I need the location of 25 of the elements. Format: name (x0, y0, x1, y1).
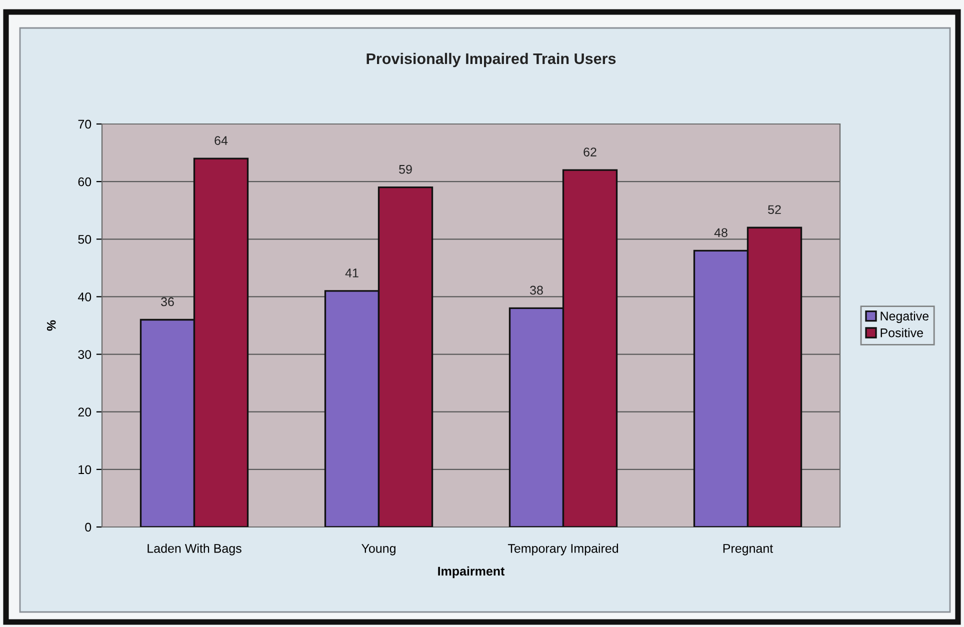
x-tick-label: Temporary Impaired (508, 544, 618, 556)
data-label: 38 (530, 286, 543, 295)
data-label: 62 (584, 148, 596, 156)
data-label: 36 (161, 297, 174, 306)
x-tick-label: Laden With Bags (148, 544, 242, 556)
x-tick-label: Young (362, 544, 396, 556)
y-tick-label: 60 (78, 177, 92, 186)
y-tick-label: 0 (85, 522, 92, 532)
y-tick-label: 20 (78, 408, 92, 417)
legend-label: Negative (880, 311, 929, 323)
y-axis-title: % (46, 320, 56, 331)
y-tick-label: 70 (78, 120, 92, 129)
chart-title: Provisionally Impaired Train Users (366, 52, 616, 68)
data-label: 64 (214, 136, 228, 145)
x-axis-title: Impairment (438, 566, 505, 578)
legend-label: Positive (880, 328, 923, 338)
data-label: 59 (399, 164, 412, 174)
y-tick-label: 30 (78, 350, 92, 359)
data-label: 48 (714, 228, 728, 238)
data-label: 41 (345, 268, 358, 278)
data-label: 52 (768, 205, 781, 214)
x-tick-label: Pregnant (723, 544, 774, 556)
y-tick-label: 50 (78, 234, 92, 244)
y-tick-label: 10 (78, 465, 92, 474)
y-tick-label: 40 (78, 292, 92, 302)
